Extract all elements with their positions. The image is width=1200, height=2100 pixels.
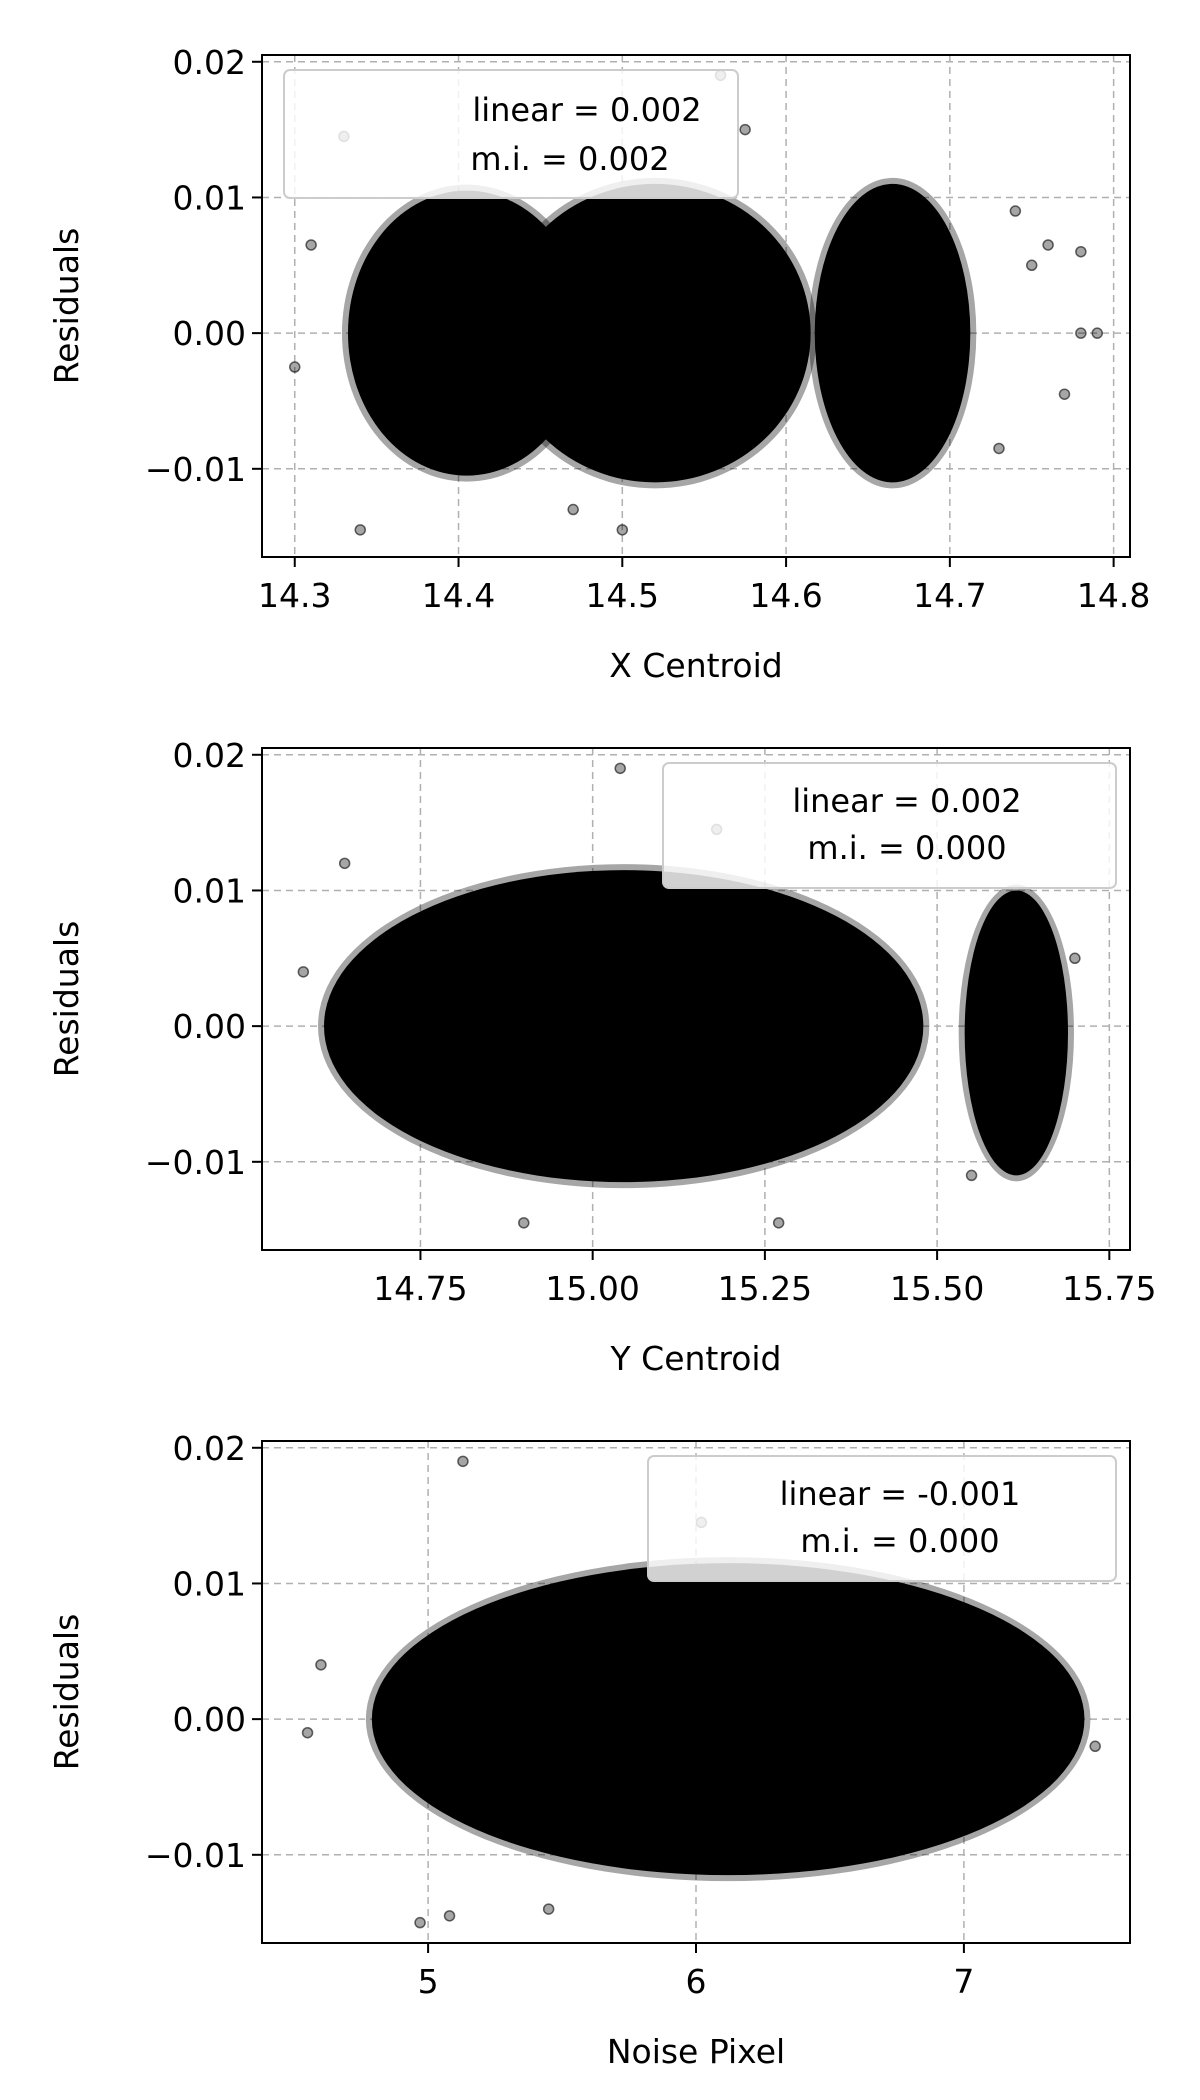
legend-linear: linear = -0.001	[780, 1475, 1021, 1513]
legend: linear = 0.002 m.i. = 0.000	[662, 762, 1117, 889]
x-tick-labels: 5 6 7	[418, 1962, 975, 2001]
panel-noise-pixel: −0.01 0.00 0.01 0.02 5 6 7 Noise Pixel R…	[47, 1429, 1131, 2071]
data-point	[1009, 205, 1022, 217]
y-axis-label: Residuals	[47, 921, 86, 1078]
y-tick-labels: −0.01 0.00 0.01 0.02	[145, 736, 246, 1182]
x-tick-label: 14.6	[749, 576, 822, 615]
data-points	[297, 762, 1081, 1229]
y-tick-label: −0.01	[145, 1836, 246, 1875]
data-point	[518, 1217, 530, 1229]
x-axis-label: Y Centroid	[610, 1339, 782, 1378]
data-point	[616, 524, 629, 536]
x-tick-label: 14.75	[373, 1269, 467, 1308]
y-tick-label: −0.01	[145, 1143, 246, 1182]
data-clusters	[318, 864, 1074, 1189]
x-tick-label: 15.25	[718, 1269, 812, 1308]
legend-linear: linear = 0.002	[792, 782, 1021, 820]
x-tick-label: 6	[686, 1962, 707, 2001]
data-point	[1069, 952, 1081, 965]
x-axis-label: Noise Pixel	[607, 2032, 785, 2071]
y-tick-label: 0.00	[173, 314, 246, 353]
y-tick-label: 0.01	[173, 1564, 246, 1603]
data-point	[301, 1726, 314, 1739]
legend-linear: linear = 0.002	[472, 91, 701, 129]
cluster-core	[964, 890, 1068, 1176]
data-point	[1075, 245, 1087, 258]
cluster-core	[371, 1563, 1085, 1876]
x-tick-label: 14.7	[913, 576, 986, 615]
y-tick-label: −0.01	[145, 450, 246, 489]
x-tick-labels: 14.75 15.00 15.25 15.50 15.75	[373, 1269, 1156, 1308]
data-point	[567, 503, 579, 516]
axes-frame	[261, 747, 1131, 1251]
data-point	[1058, 388, 1071, 400]
data-point	[457, 1455, 469, 1468]
data-point	[739, 123, 751, 136]
data-point	[297, 966, 310, 978]
panel-y-centroid: −0.01 0.00 0.01 0.02 14.75 15.00 15.25 1…	[47, 736, 1157, 1378]
data-point	[315, 1659, 327, 1671]
y-tick-label: 0.02	[173, 736, 246, 775]
data-point	[542, 1903, 555, 1915]
data-point	[965, 1169, 978, 1182]
panel-x-centroid: −0.01 0.00 0.01 0.02 14.3 14.4 14.5 14.6…	[47, 43, 1150, 685]
data-point	[993, 442, 1005, 455]
legend-mi: m.i. = 0.000	[800, 1522, 999, 1560]
data-point	[1089, 1740, 1101, 1753]
data-point	[354, 524, 367, 536]
tick-marks	[252, 753, 1111, 1260]
y-axis-label: Residuals	[47, 228, 86, 385]
data-point	[289, 361, 301, 373]
data-point	[1025, 259, 1038, 272]
data-point	[1075, 327, 1087, 339]
data-point	[338, 857, 351, 870]
x-tick-label: 15.00	[545, 1269, 639, 1308]
data-point	[443, 1910, 456, 1922]
cluster-core	[499, 183, 811, 483]
x-tick-label: 14.4	[422, 576, 495, 615]
tick-marks	[252, 60, 1115, 567]
x-tick-label: 14.8	[1077, 576, 1150, 615]
data-point	[1042, 239, 1054, 251]
legend-mi: m.i. = 0.000	[807, 829, 1006, 867]
legend: linear = 0.002 m.i. = 0.002	[283, 69, 739, 199]
data-point	[614, 762, 626, 775]
cluster-core	[814, 183, 971, 483]
y-tick-label: 0.01	[173, 871, 246, 910]
x-tick-label: 14.3	[258, 576, 331, 615]
axes-frame	[261, 54, 1131, 558]
y-tick-labels: −0.01 0.00 0.01 0.02	[145, 1429, 246, 1875]
x-tick-label: 14.5	[586, 576, 659, 615]
x-tick-label: 15.75	[1062, 1269, 1156, 1308]
x-tick-labels: 14.3 14.4 14.5 14.6 14.7 14.8	[258, 576, 1150, 615]
legend-box	[647, 1455, 1117, 1582]
y-tick-label: 0.00	[173, 1700, 246, 1739]
legend-mi: m.i. = 0.002	[470, 140, 669, 178]
cluster-core	[324, 870, 924, 1183]
y-axis-label: Residuals	[47, 1614, 86, 1771]
x-tick-label: 7	[953, 1962, 974, 2001]
x-axis-label: X Centroid	[609, 646, 782, 685]
data-point	[414, 1916, 426, 1929]
y-tick-labels: −0.01 0.00 0.01 0.02	[145, 43, 246, 489]
y-tick-label: 0.00	[173, 1007, 246, 1046]
y-tick-label: 0.02	[173, 1429, 246, 1468]
tick-marks	[252, 1446, 965, 1953]
legend: linear = -0.001 m.i. = 0.000	[647, 1455, 1117, 1582]
x-tick-label: 15.50	[890, 1269, 984, 1308]
y-tick-label: 0.01	[173, 178, 246, 217]
x-tick-label: 5	[418, 1962, 439, 2001]
data-clusters	[341, 177, 977, 489]
y-tick-label: 0.02	[173, 43, 246, 82]
data-point	[305, 239, 317, 251]
legend-box	[283, 69, 739, 199]
data-point	[772, 1217, 785, 1229]
legend-box	[662, 762, 1117, 889]
data-clusters	[365, 1557, 1091, 1882]
data-point	[1091, 327, 1103, 339]
